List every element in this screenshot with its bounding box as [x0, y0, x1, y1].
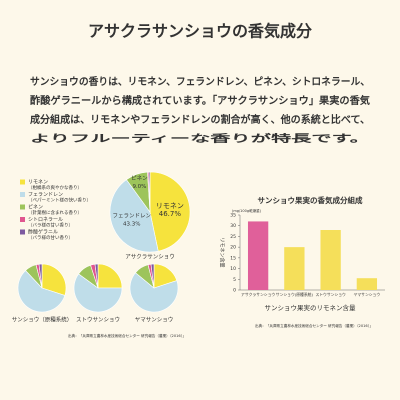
paragraph-line: よりフルーティーな香りが特長です。 — [30, 132, 370, 145]
legend-name: リモネン — [28, 180, 48, 186]
x-axis-label: サンショウ果実のリモネン含量 — [265, 303, 357, 312]
slice-value: 43.3% — [123, 222, 140, 228]
legend-note: （バラ様の甘い香り） — [28, 234, 73, 241]
slice-value: 46.7% — [159, 210, 182, 218]
x-tick-label: アサクラサンショウ — [241, 292, 275, 297]
pie-slice — [149, 171, 191, 252]
chart-title: サンショウ果実の香気成分組成 — [258, 195, 363, 205]
bar — [284, 247, 305, 290]
y-tick-label: 35 — [230, 213, 236, 219]
paragraph-line: 酢酸ゲラニールから構成されています。「アサクラサンショウ」果実の香気 — [30, 94, 370, 107]
pie-title: ヤマサンショウ — [135, 316, 174, 324]
source: 出典：「兵庫県立農林水産技術総合センター 研究報告（農業）（2016）」 — [68, 333, 186, 338]
pie-slice — [148, 171, 151, 213]
pie-slice — [73, 273, 123, 313]
source: 出典：「兵庫県立農林水産技術総合センター 研究報告（農業）（2016）」 — [255, 323, 373, 328]
bar — [320, 230, 341, 290]
y-axis-label: リモネン含量 — [219, 237, 226, 267]
pie-title: サンショウ（原種系統） — [12, 316, 73, 324]
y-tick-label: 20 — [230, 245, 236, 251]
y-tick-label: 25 — [230, 234, 236, 240]
legend-swatch — [20, 217, 25, 222]
slice-name: フェランドレン — [112, 213, 151, 220]
legend-name: シトロネラール — [28, 217, 63, 223]
bar — [356, 278, 378, 290]
pie-slice — [94, 263, 99, 289]
legend-swatch — [20, 204, 25, 210]
pie-slice — [109, 179, 159, 253]
legend-name: 酢酸ゲラニル — [28, 229, 58, 236]
pie-slice — [38, 263, 43, 289]
x-tick-label: ヤマサンショウ — [354, 292, 381, 297]
pie-slice — [41, 263, 67, 296]
x-tick-label: ストウサンショウ — [315, 292, 346, 297]
page-title: アサクラサンショウの香気成分 — [88, 22, 312, 41]
legend-note: （柑橘系の爽やかな香り） — [28, 184, 82, 191]
y-tick-label: 5 — [233, 277, 236, 283]
pie-title: ストウサンショウ — [76, 316, 120, 324]
slice-value: 9.0% — [132, 184, 146, 190]
pie-slice — [17, 270, 66, 313]
unit: (mg/100g乾燥重) — [232, 208, 262, 213]
slice-name: ピネン — [131, 175, 148, 182]
y-tick-label: 15 — [230, 255, 236, 261]
legend-swatch — [20, 229, 25, 235]
y-tick-label: 30 — [230, 223, 236, 229]
x-tick-label: サンショウ(原種系統) — [276, 292, 314, 297]
slice-name: リモネン — [156, 202, 184, 210]
pie-slice — [129, 272, 179, 313]
legend-note: （ペパーミント様の快い香り） — [28, 197, 91, 204]
pie-slice — [97, 263, 123, 289]
legend-name: ピネン — [28, 205, 43, 211]
legend-name: フェランドレン — [28, 192, 63, 198]
pie-title: アサクラサンショウ — [125, 253, 175, 261]
paragraph-line: 成分組成は、リモネンやフェランドレンの割合が高く、他の系統と比べて、 — [30, 113, 370, 126]
legend-swatch — [20, 179, 25, 185]
pie-slice — [150, 263, 155, 289]
y-tick-label: 0 — [233, 288, 236, 294]
legend-note: （針葉樹に含まれる香り） — [28, 209, 82, 216]
paragraph-line: サンショウの香りは、リモネン、フェランドレン、ピネン、シトロネラール、 — [30, 75, 370, 88]
legend-note: （バラ様の甘い香り） — [28, 222, 73, 229]
legend-swatch — [20, 192, 25, 197]
bar — [247, 221, 269, 290]
y-tick-label: 10 — [230, 266, 236, 272]
